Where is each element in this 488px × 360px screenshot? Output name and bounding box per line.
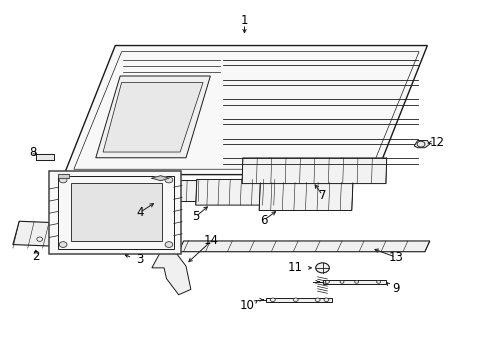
Text: 11: 11	[287, 261, 303, 274]
Text: 14: 14	[203, 234, 219, 247]
Text: 10: 10	[239, 299, 254, 312]
Circle shape	[164, 177, 172, 183]
Polygon shape	[96, 76, 210, 158]
Polygon shape	[58, 174, 69, 178]
Text: 4: 4	[136, 206, 143, 219]
Text: 7: 7	[318, 189, 325, 202]
Polygon shape	[322, 280, 385, 284]
Circle shape	[376, 280, 380, 283]
Text: 8: 8	[30, 145, 37, 158]
Polygon shape	[140, 180, 199, 202]
Text: 12: 12	[429, 136, 444, 149]
Polygon shape	[266, 298, 331, 302]
Polygon shape	[152, 250, 190, 295]
Polygon shape	[13, 221, 108, 248]
Circle shape	[315, 298, 320, 302]
Text: 3: 3	[136, 253, 143, 266]
Text: 1: 1	[240, 14, 248, 27]
Polygon shape	[259, 183, 352, 211]
Text: 6: 6	[260, 214, 267, 227]
Text: 5: 5	[192, 210, 199, 223]
Circle shape	[164, 242, 172, 247]
Circle shape	[293, 298, 298, 302]
Circle shape	[324, 298, 328, 302]
Text: 2: 2	[32, 249, 40, 262]
Circle shape	[416, 141, 424, 147]
Circle shape	[56, 235, 62, 239]
Circle shape	[59, 177, 67, 183]
Polygon shape	[195, 180, 274, 205]
Circle shape	[315, 263, 329, 273]
Circle shape	[339, 280, 343, 283]
Circle shape	[270, 298, 275, 302]
Circle shape	[325, 280, 329, 283]
Circle shape	[37, 237, 42, 241]
Polygon shape	[152, 176, 168, 181]
Polygon shape	[36, 154, 54, 160]
Bar	[49, 171, 181, 253]
Text: 13: 13	[387, 251, 402, 264]
Polygon shape	[103, 82, 203, 152]
Polygon shape	[64, 45, 427, 175]
Polygon shape	[413, 140, 429, 148]
Polygon shape	[71, 183, 161, 241]
Circle shape	[354, 280, 358, 283]
Text: 9: 9	[391, 282, 399, 295]
Polygon shape	[178, 241, 429, 252]
Circle shape	[59, 242, 67, 247]
Circle shape	[76, 233, 81, 238]
Polygon shape	[242, 158, 386, 184]
